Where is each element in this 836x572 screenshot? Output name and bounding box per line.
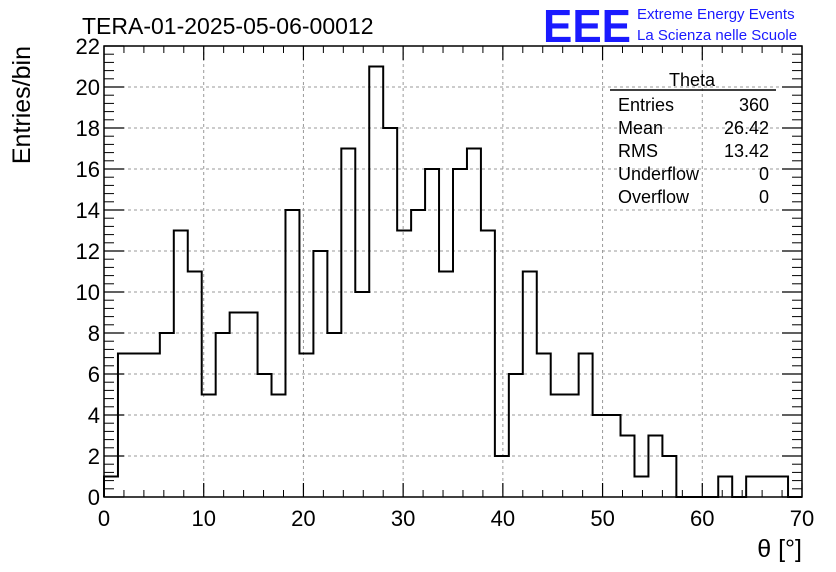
stats-label: Overflow	[618, 187, 690, 207]
y-tick-label: 22	[76, 34, 100, 59]
plot-frame	[103, 45, 803, 498]
stats-label: Mean	[618, 118, 663, 138]
y-tick-label: 20	[76, 75, 100, 100]
y-axis-label: Entries/bin	[8, 46, 36, 164]
axis-ticks	[103, 45, 803, 498]
stats-value: 0	[759, 187, 769, 207]
y-tick-label: 10	[76, 280, 100, 305]
x-tick-label: 20	[291, 506, 315, 531]
y-tick-label: 0	[88, 485, 100, 510]
stats-label: Entries	[618, 95, 674, 115]
x-tick-label: 0	[98, 506, 110, 531]
chart-title: TERA-01-2025-05-06-00012	[82, 13, 374, 39]
stats-box: Theta Entries 360 Mean 26.42 RMS 13.42 Underfl…	[610, 70, 776, 207]
x-tick-label: 40	[491, 506, 515, 531]
y-tick-labels: 0 2 4 6 8 10 12 14 16 18 20 22	[76, 34, 100, 510]
y-tick-label: 18	[76, 116, 100, 141]
y-tick-label: 8	[88, 321, 100, 346]
y-tick-label: 2	[88, 444, 100, 469]
stats-value: 13.42	[724, 141, 769, 161]
x-tick-label: 60	[690, 506, 714, 531]
histogram-line	[103, 65, 802, 498]
y-tick-label: 6	[88, 362, 100, 387]
eee-logo-mark: EEE	[543, 0, 631, 52]
x-tick-label: 50	[590, 506, 614, 531]
stats-label: RMS	[618, 141, 658, 161]
x-tick-label: 30	[391, 506, 415, 531]
logo-line2: La Scienza nelle Scuole	[637, 27, 797, 44]
stats-title: Theta	[669, 70, 716, 90]
y-tick-label: 12	[76, 239, 100, 264]
logo-line1: Extreme Energy Events	[637, 6, 795, 23]
stats-value: 360	[739, 95, 769, 115]
x-tick-labels: 0 10 20 30 40 50 60 70	[98, 506, 814, 531]
x-tick-label: 10	[191, 506, 215, 531]
x-axis-label: θ [°]	[757, 535, 802, 563]
y-tick-label: 4	[88, 403, 100, 428]
stats-value: 26.42	[724, 118, 769, 138]
stats-value: 0	[759, 164, 769, 184]
y-tick-label: 16	[76, 157, 100, 182]
y-tick-label: 14	[76, 198, 100, 223]
x-tick-label: 70	[790, 506, 814, 531]
stats-label: Underflow	[618, 164, 700, 184]
